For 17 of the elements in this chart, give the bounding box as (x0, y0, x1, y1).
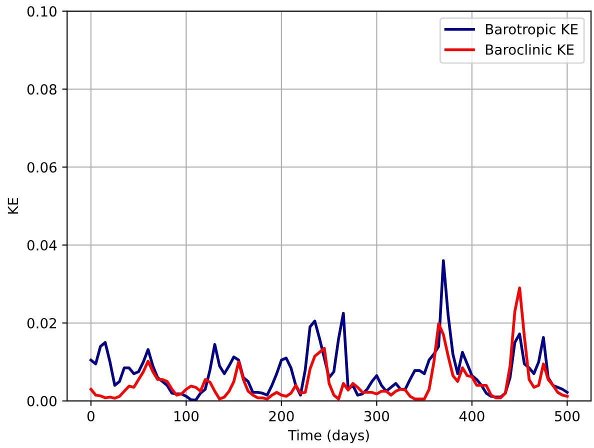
x-tick-label: 0 (87, 410, 94, 422)
x-tick-label: 100 (174, 410, 199, 422)
y-tick-label: 0.04 (27, 240, 57, 251)
x-tick-label: 300 (364, 410, 390, 422)
y-tick-label: 0.08 (27, 84, 56, 95)
y-tick-label: 0.06 (27, 162, 57, 173)
y-tick-label: 0.02 (27, 318, 56, 328)
x-tick-label: 200 (269, 410, 294, 422)
x-axis-title: Time (days) (288, 430, 369, 444)
line-series (90, 286, 569, 400)
legend-label: Barotropic KE (486, 24, 578, 38)
x-tick-label: 500 (555, 410, 580, 422)
y-axis-title: KE (8, 198, 18, 214)
x-tick-label: 400 (459, 410, 484, 422)
legend-label: Baroclinic KE (486, 44, 574, 55)
y-tick-label: 0.10 (27, 6, 56, 17)
y-tick-label: 0.00 (27, 396, 56, 406)
